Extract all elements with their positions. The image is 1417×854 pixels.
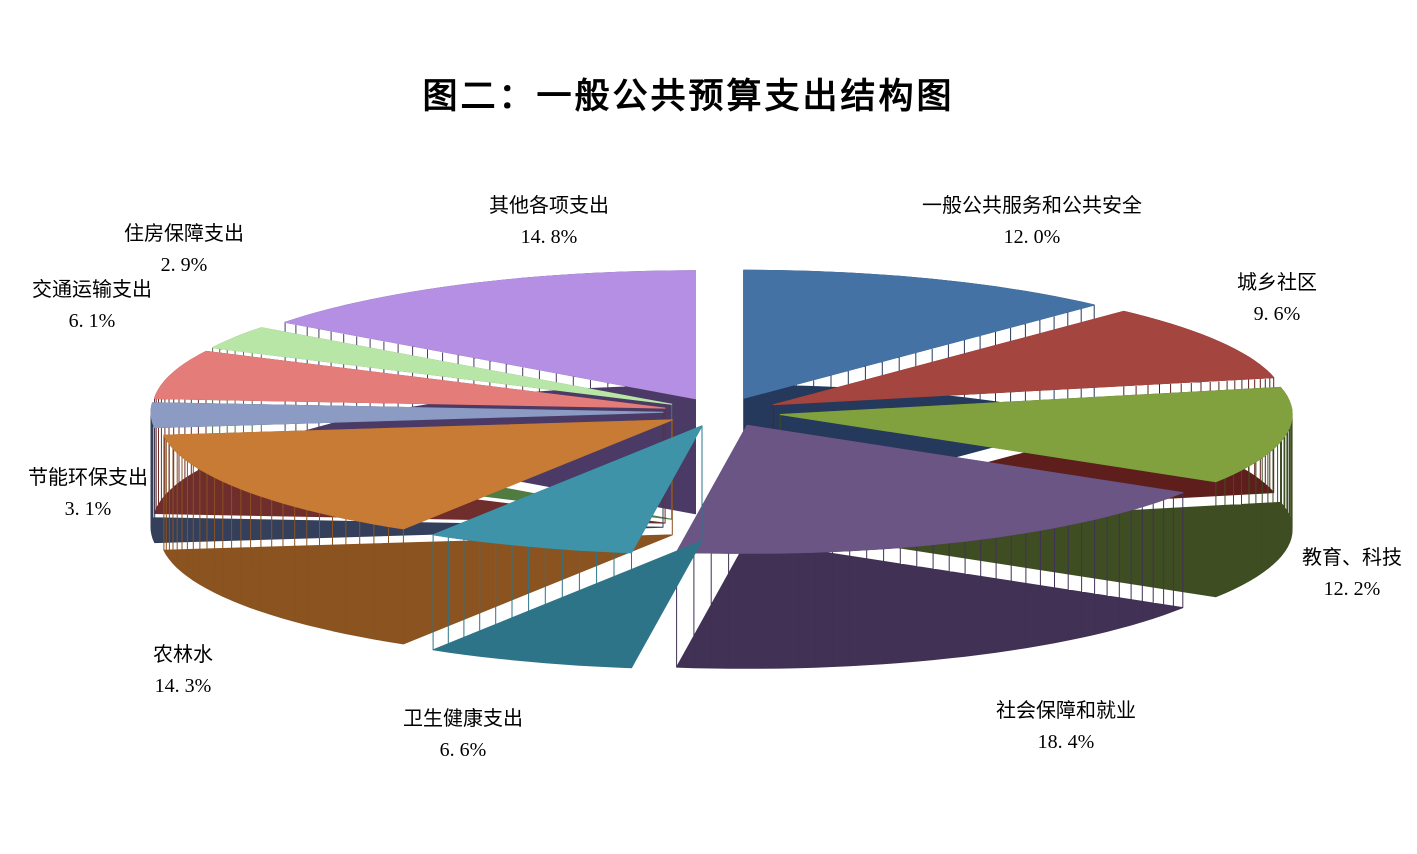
slice-label-value: 14. 3% [154, 675, 212, 697]
slice-label-5: 农林水 14. 3% [153, 640, 213, 702]
slice-label-2: 教育、科技 12. 2% [1302, 543, 1402, 605]
chart-title: 图二：一般公共预算支出结构图 [422, 77, 955, 116]
slice-label-name: 教育、科技 [1302, 547, 1402, 569]
slice-label-8: 住房保障支出 2. 9% [124, 219, 244, 281]
slice-label-value: 3. 1% [64, 498, 112, 520]
pie-slice-top [154, 350, 666, 409]
slice-label-6: 节能环保支出 3. 1% [28, 463, 148, 525]
slice-label-name: 交通运输支出 [32, 279, 152, 301]
pie-slice-4 [432, 425, 703, 669]
slice-label-value: 9. 6% [1253, 303, 1301, 325]
pie-slice-5 [163, 419, 673, 645]
slice-label-name: 住房保障支出 [124, 223, 244, 245]
pie-slice-top [212, 327, 673, 405]
slice-label-name: 城乡社区 [1237, 272, 1317, 294]
slice-label-1: 城乡社区 9. 6% [1237, 268, 1317, 330]
slice-label-name: 社会保障和就业 [996, 700, 1136, 722]
slice-label-value: 12. 2% [1323, 578, 1381, 600]
pie-slice-top [150, 402, 664, 429]
slice-label-7: 交通运输支出 6. 1% [32, 275, 152, 337]
pie-slice-top [779, 386, 1293, 483]
slice-label-3: 社会保障和就业 18. 4% [996, 696, 1136, 758]
slice-label-value: 18. 4% [1037, 731, 1095, 753]
slice-label-name: 农林水 [153, 644, 213, 666]
slice-label-value: 12. 0% [1003, 226, 1061, 248]
pie-slice-top [284, 270, 696, 400]
slice-label-name: 卫生健康支出 [403, 708, 523, 730]
slice-label-value: 14. 8% [520, 226, 578, 248]
pie-slice-top [432, 425, 703, 554]
slice-label-9: 其他各项支出 14. 8% [489, 191, 609, 253]
slice-label-value: 6. 6% [439, 739, 487, 761]
pie-slice-top [676, 424, 1184, 554]
slice-label-value: 2. 9% [160, 254, 208, 276]
pie-slice-top [772, 310, 1275, 406]
slice-label-name: 节能环保支出 [28, 467, 148, 489]
pie-slice-top [163, 419, 673, 530]
pie-slice-top [743, 269, 1095, 399]
slice-label-name: 一般公共服务和公共安全 [922, 195, 1142, 217]
pie-slice-3 [676, 424, 1184, 669]
slice-label-value: 6. 1% [68, 310, 116, 332]
slice-label-4: 卫生健康支出 6. 6% [403, 704, 523, 766]
slice-label-0: 一般公共服务和公共安全 12. 0% [922, 191, 1142, 253]
slice-label-name: 其他各项支出 [489, 195, 609, 217]
